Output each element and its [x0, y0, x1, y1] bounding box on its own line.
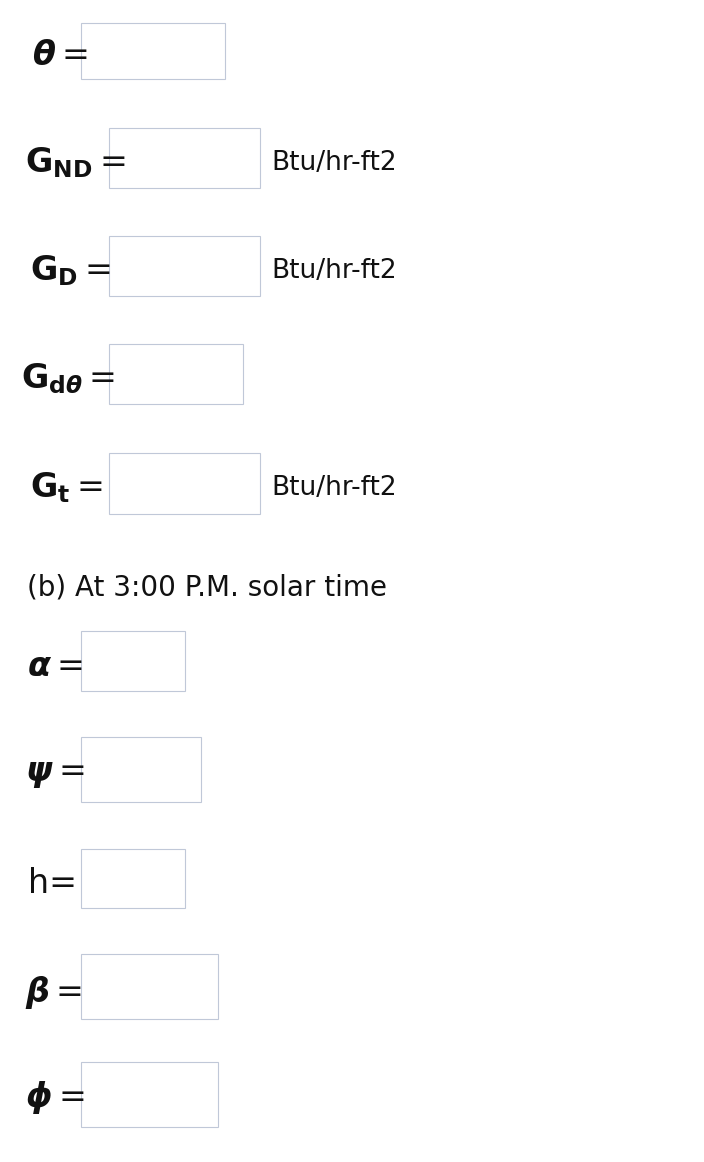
Bar [109, 128, 260, 188]
Text: $\mathbf{G}_{\mathbf{ND}}=$: $\mathbf{G}_{\mathbf{ND}}=$ [25, 145, 126, 180]
Bar [81, 954, 218, 1019]
Bar [109, 344, 243, 404]
Bar [109, 236, 260, 296]
Text: $\mathbf{G}_{\mathbf{t}}=$: $\mathbf{G}_{\mathbf{t}}=$ [30, 471, 102, 505]
Text: $\mathbf{G}_{\mathbf{D}}=$: $\mathbf{G}_{\mathbf{D}}=$ [30, 253, 111, 288]
Text: (b) At 3:00 P.M. solar time: (b) At 3:00 P.M. solar time [27, 574, 386, 602]
Text: $\boldsymbol{\alpha}=$: $\boldsymbol{\alpha}=$ [27, 651, 82, 683]
Bar [81, 849, 185, 908]
Text: Btu/hr-ft2: Btu/hr-ft2 [271, 258, 396, 284]
Text: $\boldsymbol{\psi}=$: $\boldsymbol{\psi}=$ [25, 758, 84, 790]
Text: $\mathbf{G}_{\mathbf{d}\boldsymbol{\theta}}=$: $\mathbf{G}_{\mathbf{d}\boldsymbol{\thet… [21, 361, 115, 396]
Text: Btu/hr-ft2: Btu/hr-ft2 [271, 150, 396, 175]
Bar [109, 453, 260, 514]
Text: $\boldsymbol{\phi}=$: $\boldsymbol{\phi}=$ [25, 1079, 84, 1117]
Text: Btu/hr-ft2: Btu/hr-ft2 [271, 475, 396, 501]
Bar [81, 23, 225, 79]
Bar [81, 737, 201, 802]
Bar [81, 1062, 218, 1127]
Text: $\boldsymbol{\beta}=$: $\boldsymbol{\beta}=$ [25, 974, 82, 1011]
Text: $\boldsymbol{\theta}=$: $\boldsymbol{\theta}=$ [32, 40, 87, 72]
Bar [81, 631, 185, 691]
Text: h=: h= [28, 867, 77, 899]
